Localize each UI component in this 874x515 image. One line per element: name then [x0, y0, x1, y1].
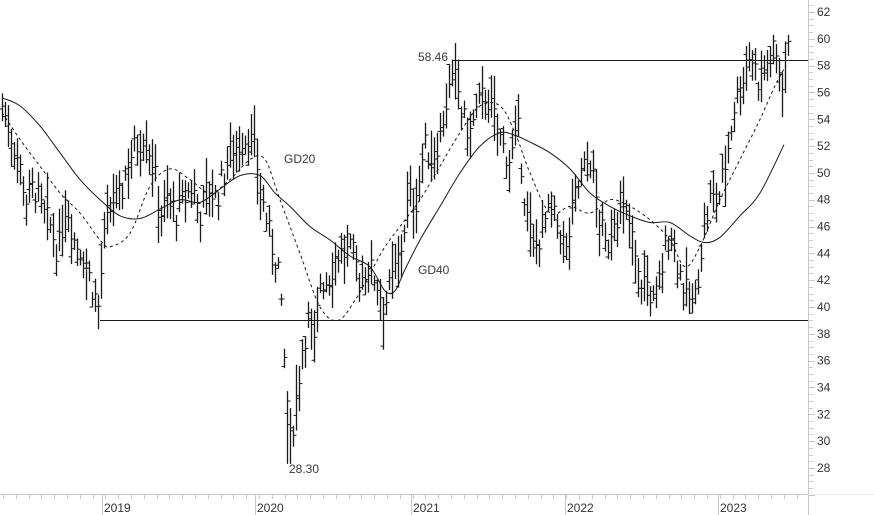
- y-tick-label: 30: [817, 434, 831, 448]
- y-tick-label: 52: [817, 139, 831, 153]
- y-tick-label: 34: [817, 380, 831, 394]
- high-annotation: 58.46: [418, 50, 448, 64]
- x-tick-label: 2019: [104, 501, 131, 515]
- x-tick-label: 2021: [413, 501, 440, 515]
- y-tick-label: 42: [817, 273, 831, 287]
- y-tick-label: 50: [817, 166, 831, 180]
- y-tick-label: 36: [817, 354, 831, 368]
- x-tick-label: 2020: [257, 501, 284, 515]
- y-tick-label: 40: [817, 300, 831, 314]
- low-annotation: 28.30: [289, 462, 319, 476]
- y-tick-label: 28: [817, 461, 831, 475]
- y-tick-label: 62: [817, 5, 831, 19]
- price-ohlc-bars: [0, 34, 792, 464]
- gd40-moving-average-line: [1, 97, 785, 295]
- y-tick-label: 32: [817, 407, 831, 421]
- y-tick-label: 46: [817, 220, 831, 234]
- y-axis-ticks: 28 30 32 34 36 38 40 42 44 46 48 50 52 54 56 58 60 62: [809, 5, 831, 496]
- x-tick-label: 2022: [567, 501, 594, 515]
- x-tick-label: 2023: [720, 501, 747, 515]
- y-tick-label: 56: [817, 85, 831, 99]
- y-tick-label: 54: [817, 112, 831, 126]
- y-tick-label: 48: [817, 193, 831, 207]
- x-axis-ticks: 2019 2020 2021 2022 2023: [3, 495, 798, 515]
- y-tick-label: 58: [817, 59, 831, 73]
- y-tick-label: 38: [817, 327, 831, 341]
- gd20-label: GD20: [284, 152, 316, 166]
- y-tick-label: 44: [817, 246, 831, 260]
- y-tick-label: 60: [817, 32, 831, 46]
- gd40-label: GD40: [418, 263, 450, 277]
